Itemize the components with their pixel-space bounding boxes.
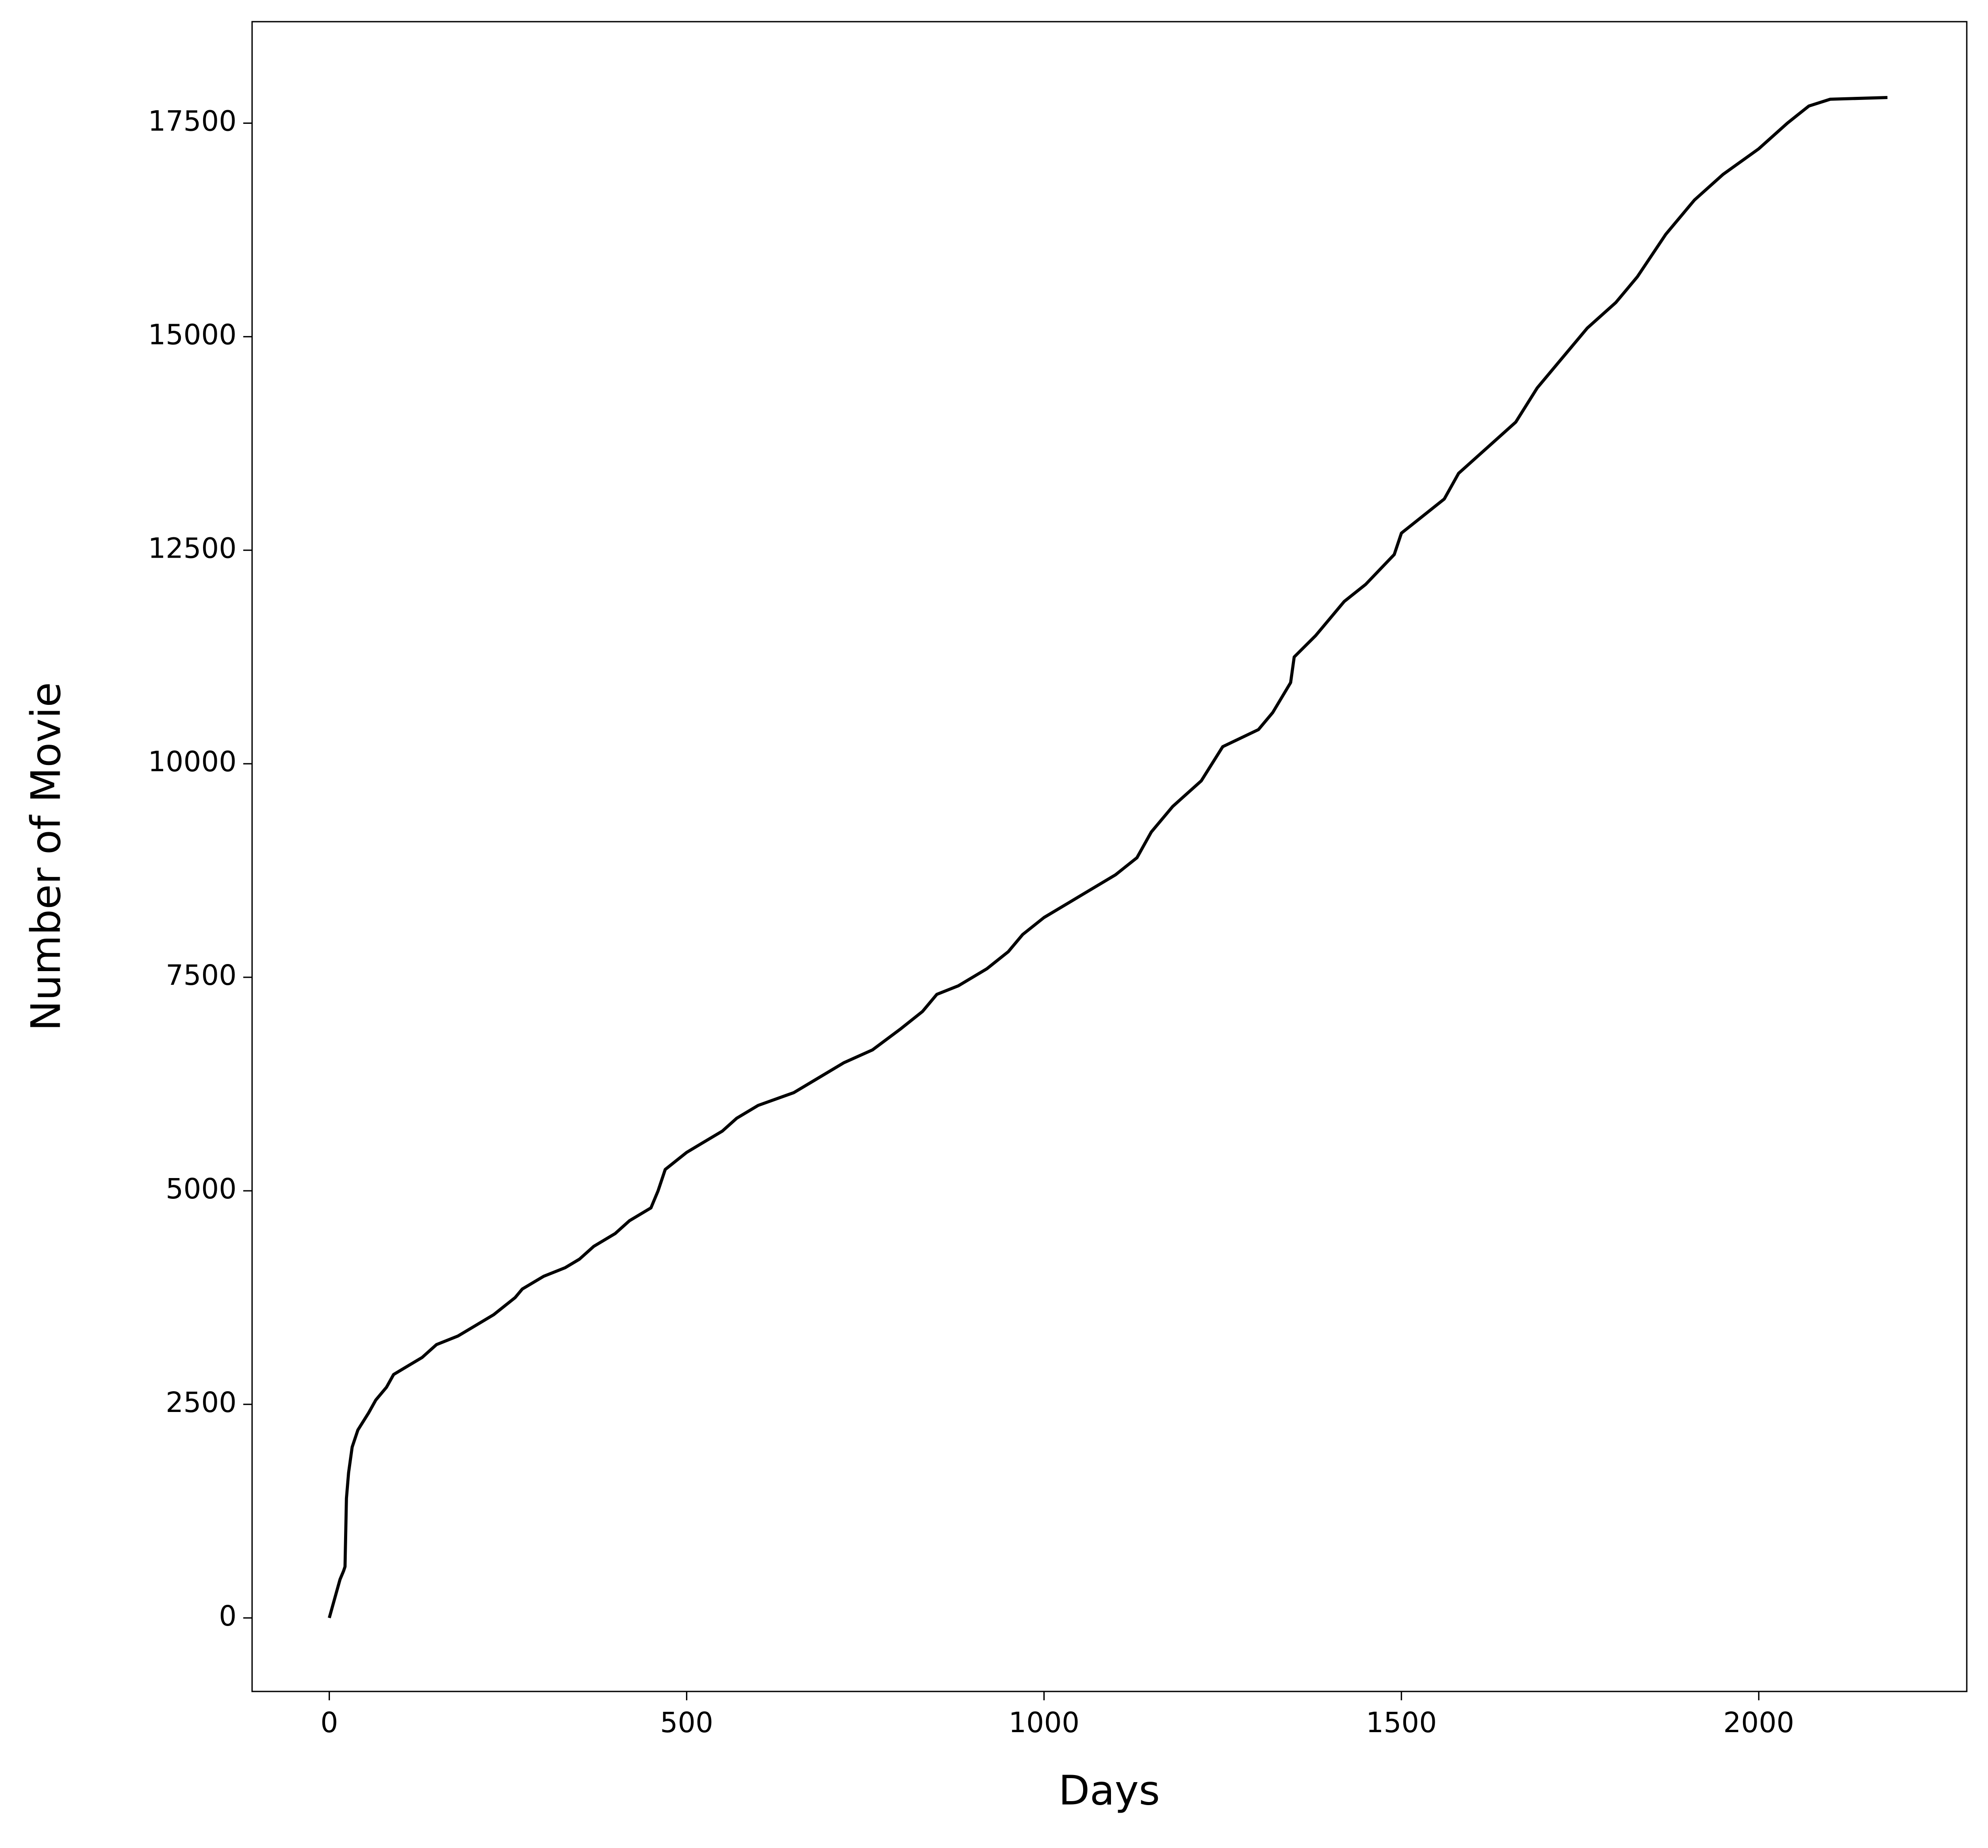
line — [328, 96, 1888, 1618]
y-tick-label: 10000 — [148, 746, 237, 778]
y-tick-label: 5000 — [166, 1173, 237, 1205]
y-tick-label: 15000 — [148, 318, 237, 351]
x-tick-label: 1500 — [1366, 1706, 1437, 1739]
x-tick-label: 500 — [660, 1706, 713, 1739]
plot-frame — [251, 21, 1968, 1692]
y-axis-label: Number of Movie — [22, 682, 69, 1031]
y-tick-label: 2500 — [166, 1386, 237, 1419]
y-tick-label: 7500 — [166, 959, 237, 991]
x-axis-label: Days — [1058, 1767, 1160, 1814]
y-tick-label: 0 — [219, 1600, 237, 1632]
x-tick-label: 2000 — [1724, 1706, 1794, 1739]
y-tick-label: 17500 — [148, 105, 237, 138]
x-tick-label: 0 — [320, 1706, 338, 1739]
x-tick-label: 1000 — [1008, 1706, 1079, 1739]
y-tick-label: 12500 — [148, 532, 237, 564]
